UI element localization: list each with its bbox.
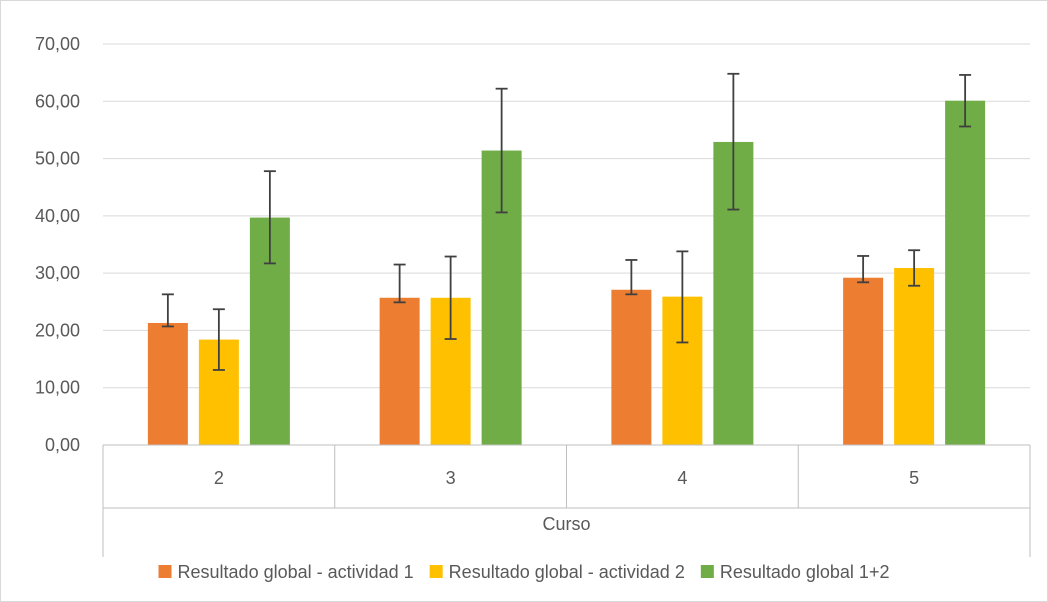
legend-label: Resultado global 1+2: [720, 562, 890, 582]
legend-swatch: [700, 565, 714, 578]
x-tick-label: 2: [214, 468, 224, 488]
y-tick-label: 30,00: [35, 263, 80, 283]
x-tick-label: 5: [909, 468, 919, 488]
y-tick-label: 20,00: [35, 320, 80, 340]
x-tick-label: 4: [677, 468, 687, 488]
y-tick-label: 40,00: [35, 206, 80, 226]
error-bars: [161, 72, 972, 371]
x-tick-label: 3: [446, 468, 456, 488]
bar: [611, 289, 652, 445]
x-axis-title: Curso: [542, 514, 590, 534]
y-tick-label: 0,00: [45, 435, 80, 455]
bar: [894, 267, 935, 445]
bar: [843, 277, 884, 445]
legend-item: Resultado global - actividad 1: [158, 562, 414, 582]
bar: [379, 297, 420, 445]
y-tick-label: 50,00: [35, 149, 80, 169]
legend-label: Resultado global - actividad 2: [449, 562, 685, 582]
bar: [945, 100, 986, 445]
bars: [147, 100, 986, 446]
y-tick-label: 60,00: [35, 91, 80, 111]
y-tick-label: 10,00: [35, 378, 80, 398]
x-axis: 2 3 4 5: [102, 444, 1031, 557]
legend-item: Resultado global 1+2: [700, 562, 890, 582]
legend: Resultado global - actividad 1 Resultado …: [158, 562, 890, 582]
legend-label: Resultado global - actividad 1: [178, 562, 414, 582]
legend-swatch: [429, 565, 443, 578]
y-tick-label: 70,00: [35, 34, 80, 54]
bar: [147, 322, 188, 445]
legend-swatch: [158, 565, 172, 578]
y-axis-tick-labels: 0,00 10,00 20,00 30,00 40,00 50,00 60,00 70,00: [35, 34, 80, 455]
legend-item: Resultado global - actividad 2: [429, 562, 685, 582]
